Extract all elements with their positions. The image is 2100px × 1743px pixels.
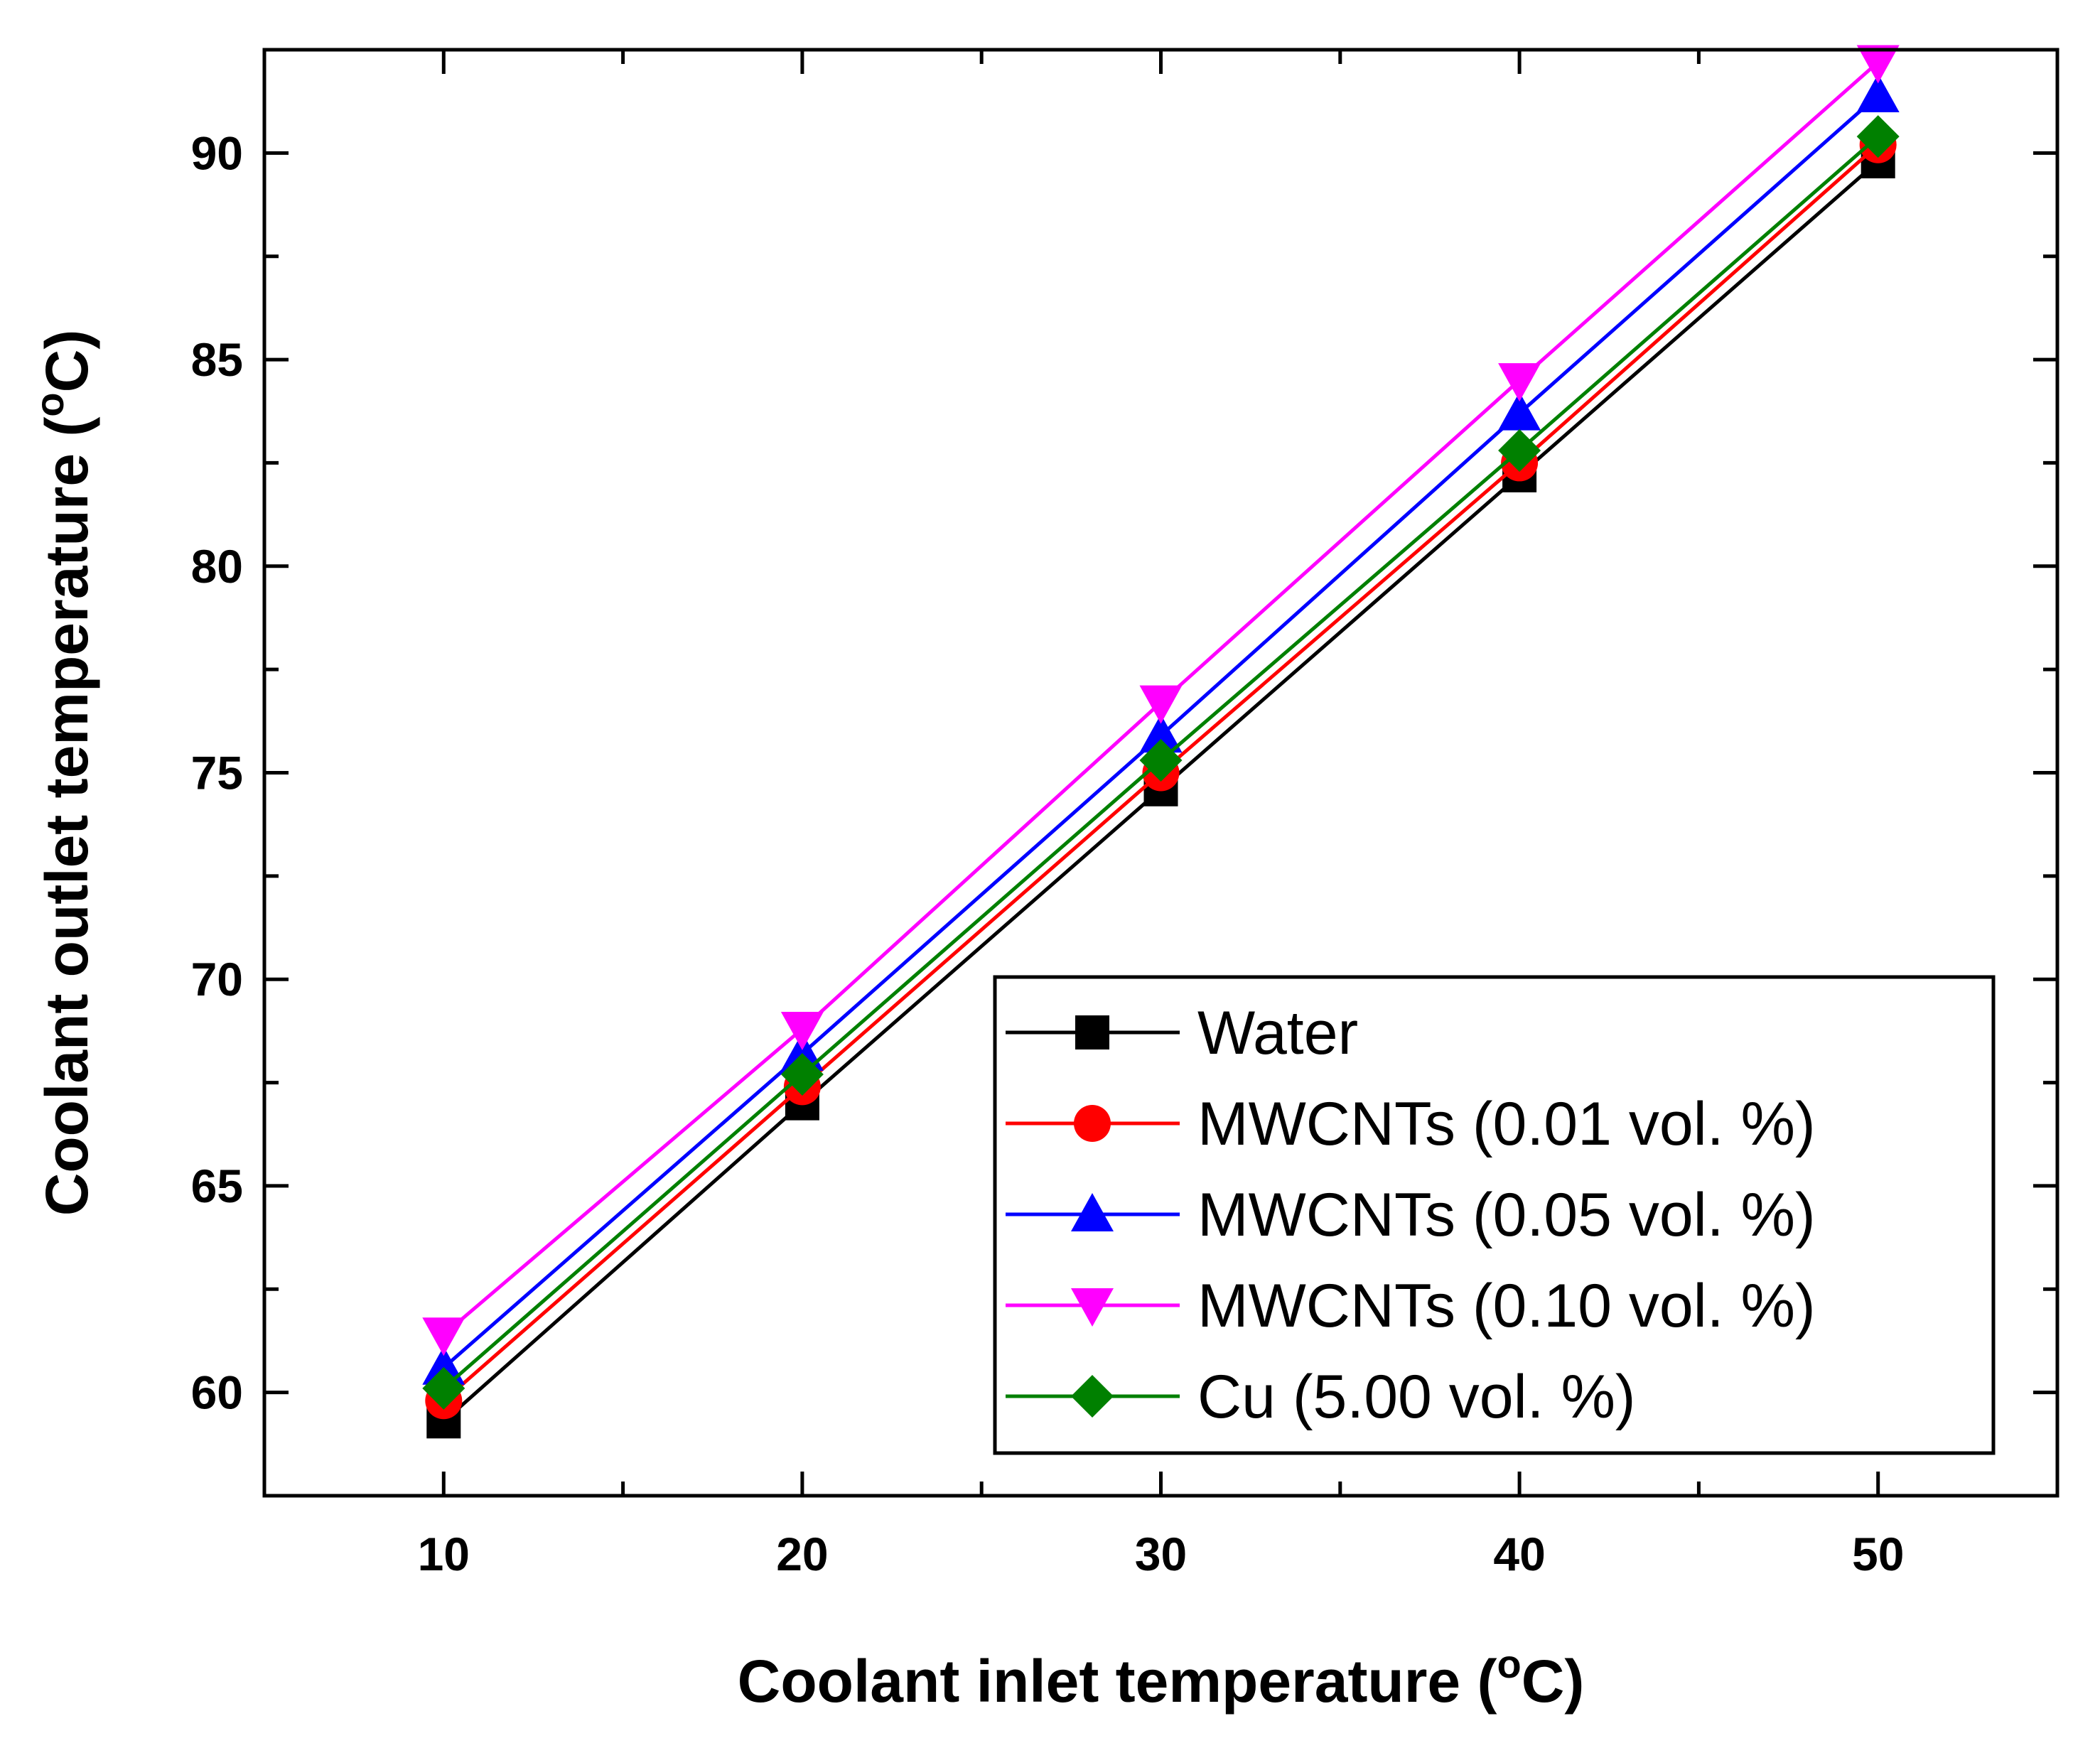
- x-tick-label: 20: [776, 1528, 828, 1580]
- data-point: [422, 1366, 465, 1410]
- x-tick-label: 50: [1852, 1528, 1904, 1580]
- legend-marker: [1071, 1288, 1114, 1327]
- y-tick-label: 75: [191, 747, 243, 799]
- legend-label: Water: [1197, 999, 1358, 1067]
- y-tick-label: 90: [191, 126, 243, 179]
- legend-label: Cu (5.00 vol. %): [1197, 1363, 1636, 1431]
- legend-item: MWCNTs (0.01 vol. %): [1006, 1090, 1816, 1158]
- data-point: [1856, 73, 1900, 112]
- series-layer: [422, 45, 1900, 1439]
- data-point: [780, 1052, 824, 1096]
- series-4: [422, 45, 1900, 1356]
- legend-item: Cu (5.00 vol. %): [1006, 1363, 1636, 1431]
- legend-marker: [1075, 1015, 1109, 1049]
- data-point: [780, 1032, 824, 1071]
- y-tick-label: 80: [191, 540, 243, 593]
- data-point: [1139, 714, 1183, 753]
- data-point: [422, 1317, 465, 1356]
- legend-marker: [1071, 1375, 1114, 1418]
- legend-item: MWCNTs (0.05 vol. %): [1006, 1181, 1816, 1249]
- y-tick-label: 60: [191, 1366, 243, 1419]
- axis-ticks: [264, 50, 2057, 1496]
- data-point: [1498, 428, 1541, 472]
- legend-item: MWCNTs (0.10 vol. %): [1006, 1272, 1816, 1340]
- x-tick-label: 10: [418, 1528, 470, 1580]
- data-point: [1856, 45, 1900, 84]
- data-point: [1498, 392, 1541, 431]
- tick-labels: 10 20 30 40 50 60 65 70 75 80 85 90: [191, 126, 1905, 1580]
- series-3: [422, 73, 1900, 1385]
- y-tick-label: 70: [191, 953, 243, 1005]
- data-point: [1139, 739, 1183, 782]
- legend-label: MWCNTs (0.10 vol. %): [1197, 1272, 1816, 1340]
- legend-marker: [1071, 1193, 1114, 1231]
- legend: Water MWCNTs (0.01 vol. %) MWCNTs (0.05 vo…: [993, 975, 1996, 1455]
- data-point: [780, 1011, 824, 1050]
- y-axis-title: Coolant outlet temperature (oC): [27, 330, 100, 1216]
- data-point: [422, 1346, 465, 1385]
- y-tick-label: 85: [191, 333, 243, 386]
- x-axis-title: Coolant inlet temperature (oC): [738, 1641, 1585, 1715]
- x-tick-label: 30: [1135, 1528, 1187, 1580]
- data-point: [1498, 363, 1541, 402]
- x-tick-label: 40: [1493, 1528, 1545, 1580]
- plot-frame: [262, 48, 2059, 1498]
- legend-label: MWCNTs (0.01 vol. %): [1197, 1090, 1816, 1158]
- data-point: [1139, 685, 1183, 724]
- data-point: [1856, 115, 1900, 158]
- plot-area: [262, 45, 2059, 1498]
- series-5: [422, 115, 1900, 1410]
- legend-label: MWCNTs (0.05 vol. %): [1197, 1181, 1816, 1249]
- y-tick-label: 65: [191, 1160, 243, 1212]
- legend-marker: [1074, 1105, 1111, 1142]
- legend-item: Water: [1006, 999, 1358, 1067]
